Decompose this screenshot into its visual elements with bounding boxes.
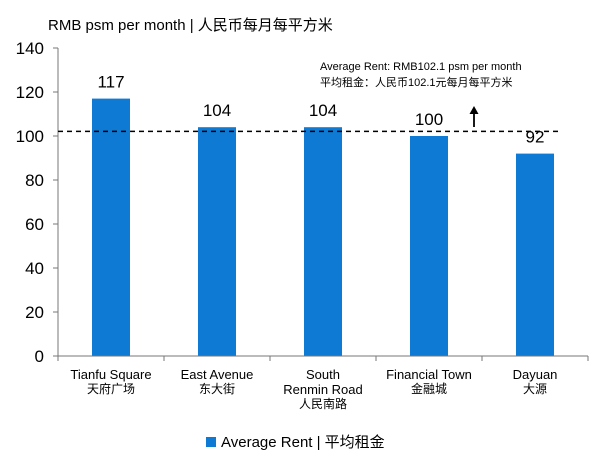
data-label: 100 xyxy=(415,110,443,129)
y-tick-label: 140 xyxy=(16,39,44,58)
category-label-english: Financial Town xyxy=(386,367,472,382)
data-label: 104 xyxy=(309,101,337,120)
category-label-english: Dayuan xyxy=(512,367,558,382)
bars xyxy=(92,98,554,356)
y-tick-label: 100 xyxy=(16,127,44,146)
category-label: Dayuan 大源 xyxy=(480,367,590,397)
unit-title: RMB psm per month | 人民币每月每平方米 xyxy=(48,17,333,34)
bar xyxy=(304,127,342,356)
category-label: Tianfu Square 天府广场 xyxy=(56,367,166,397)
annotation-line-english: Average Rent: RMB102.1 psm per month xyxy=(320,61,522,73)
data-label: 117 xyxy=(97,73,124,92)
data-label: 92 xyxy=(526,128,545,147)
category-label-chinese: 天府广场 xyxy=(86,382,135,396)
bar xyxy=(198,127,236,356)
bar xyxy=(410,136,448,356)
category-label-english: East Avenue xyxy=(180,367,254,382)
y-tick-label: 0 xyxy=(35,347,44,366)
y-tick-label: 80 xyxy=(25,171,44,190)
average-rent-annotation: Average Rent: RMB102.1 psm per month 平均租… xyxy=(320,59,522,91)
y-tick-label: 20 xyxy=(25,303,44,322)
category-label-chinese: 东大街 xyxy=(198,382,235,396)
bar xyxy=(92,98,130,356)
category-label-english: Tianfu Square xyxy=(70,367,152,382)
y-tick-label: 60 xyxy=(25,215,44,234)
annotation-line-chinese: 平均租金：人民币102.1元每月每平方米 xyxy=(320,77,513,89)
legend-swatch xyxy=(206,436,216,447)
data-labels: 117 104 104 100 92 xyxy=(97,73,544,147)
category-label: Financial Town 金融城 xyxy=(374,367,484,397)
up-arrow-icon xyxy=(469,106,479,127)
category-label: South Renmin Road 人民南路 xyxy=(268,367,378,412)
bar xyxy=(516,153,554,356)
category-label-english: South Renmin Road xyxy=(283,367,363,397)
legend-label: Average Rent | 平均租金 xyxy=(221,434,385,451)
y-tick-label: 120 xyxy=(16,83,44,102)
category-label-chinese: 人民南路 xyxy=(298,397,347,411)
category-label-chinese: 大源 xyxy=(522,382,547,396)
category-label: East Avenue 东大街 xyxy=(162,367,272,397)
category-label-chinese: 金融城 xyxy=(410,382,447,396)
data-label: 104 xyxy=(203,101,231,120)
y-tick-label: 40 xyxy=(25,259,44,278)
y-axis: 0 20 40 60 80 100 120 140 xyxy=(16,39,59,366)
legend: Average Rent | 平均租金 xyxy=(206,431,385,452)
